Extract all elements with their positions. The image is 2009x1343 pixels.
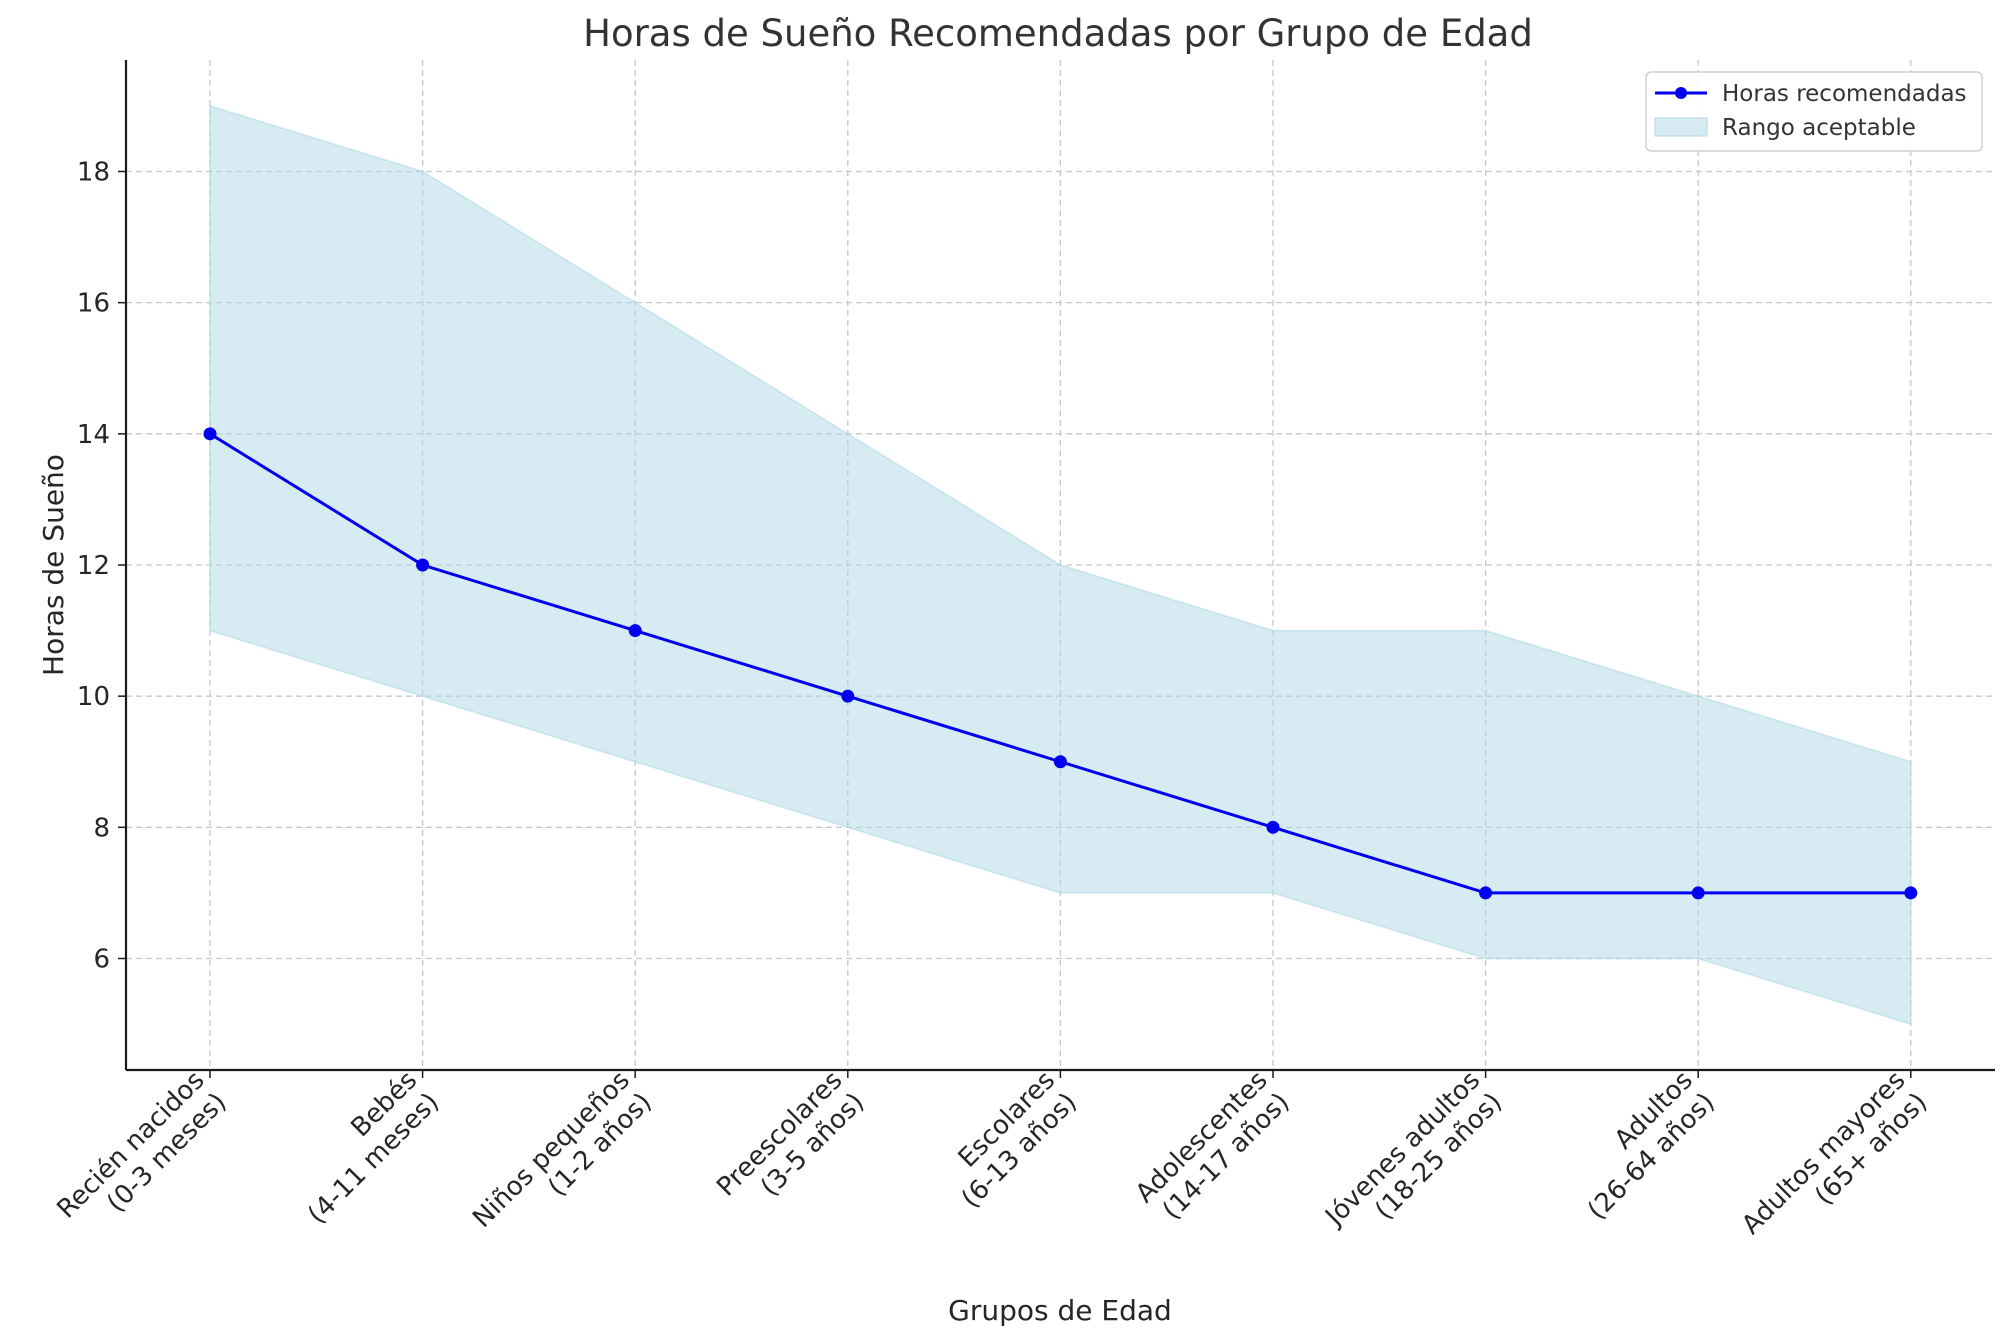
data-point (841, 689, 855, 703)
x-tick-label: Jóvenes adultos(18-25 años) (1319, 1065, 1509, 1233)
data-point (1053, 755, 1067, 769)
x-tick-label: Adultos(26-64 años) (1582, 1065, 1721, 1225)
y-tick-label: 16 (77, 289, 110, 319)
x-axis-label: Grupos de Edad (948, 1294, 1172, 1327)
x-tick-label: Preescolares(3-5 años) (711, 1065, 870, 1202)
data-point (1266, 820, 1280, 834)
y-tick-labels: 6 8 10 12 14 16 18 (77, 157, 126, 975)
legend-label-recommended: Horas recomendadas (1722, 81, 1967, 107)
acceptable-range-band (209, 104, 1912, 1026)
x-tick-label: Bebés(4-11 meses) (302, 1065, 445, 1230)
data-point (416, 558, 430, 572)
x-tick-label: Niños pequeños(1-2 años) (467, 1065, 657, 1233)
data-point (1691, 886, 1705, 900)
data-point (628, 624, 642, 638)
x-tick-label: Adolescentes(14-17 años) (1130, 1065, 1295, 1225)
y-tick-label: 12 (77, 551, 110, 581)
y-tick-label: 18 (77, 157, 110, 187)
legend-box (1645, 71, 1983, 152)
y-tick-label: 14 (77, 420, 110, 450)
data-point (1479, 886, 1493, 900)
legend-label-range: Rango aceptable (1722, 115, 1916, 141)
chart-title: Horas de Sueño Recomendadas por Grupo de… (583, 12, 1533, 55)
x-tick-label: Escolares(6-13 años) (953, 1065, 1083, 1214)
data-points (203, 427, 1918, 900)
y-tick-label: 8 (93, 813, 110, 843)
legend-band-swatch (1654, 117, 1708, 137)
x-tick-label: Recién nacidos(0-3 meses) (51, 1065, 232, 1224)
x-tick-label: Adultos mayores(65+ años) (1736, 1065, 1933, 1240)
legend: Horas recomendadas Rango aceptable (1645, 71, 1983, 152)
y-tick-label: 10 (77, 682, 110, 712)
y-axis-label: Horas de Sueño (37, 454, 70, 676)
x-tick-labels: Recién nacidos(0-3 meses) Bebés(4-11 mese… (51, 1065, 1933, 1240)
y-tick-label: 6 (93, 945, 110, 975)
data-point (203, 427, 217, 441)
data-point (1904, 886, 1918, 900)
legend-marker-swatch (1675, 87, 1687, 99)
